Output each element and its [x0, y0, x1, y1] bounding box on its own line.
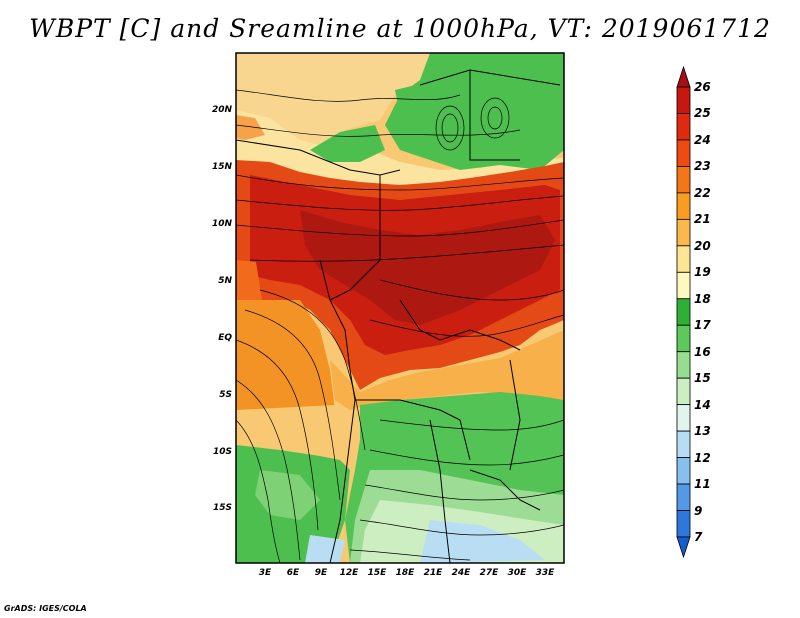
colorbar-tick-label: 25: [694, 106, 711, 121]
lat-label: 20N: [211, 105, 232, 115]
colorbar-tick-label: 13: [694, 424, 711, 439]
colorbar-segment: [676, 192, 691, 220]
lon-label: 3E: [258, 568, 272, 578]
colorbar-tick-label: 12: [694, 450, 711, 465]
colorbar-segment: [676, 377, 691, 406]
lat-label: 5N: [218, 276, 232, 286]
colorbar: [676, 65, 691, 559]
colorbar-segment: [676, 457, 691, 485]
colorbar-segment: [676, 86, 691, 114]
colorbar-tick-label: 20: [694, 238, 711, 253]
lon-label: 18E: [395, 568, 415, 578]
colorbar-segment: [676, 351, 691, 379]
colorbar-segment: [676, 218, 691, 247]
colorbar-segment: [676, 245, 691, 273]
colorbar-segment: [676, 430, 691, 458]
lon-label: 12E: [339, 568, 359, 578]
lat-label: 15N: [211, 162, 232, 172]
lon-label: 24E: [451, 568, 471, 578]
colorbar-tick-label: 26: [694, 80, 711, 94]
colorbar-tick-label: 21: [694, 212, 711, 227]
colorbar-segment: [676, 271, 691, 300]
colorbar-tick-label: 15: [694, 371, 711, 386]
lat-label: EQ: [218, 333, 232, 343]
lon-label: 27E: [479, 568, 499, 578]
colorbar-tick-label: 18: [694, 291, 711, 306]
colorbar-tick-label: 11: [694, 477, 711, 492]
colorbar-segment: [676, 324, 691, 353]
colorbar-tick-label: 17: [694, 318, 711, 333]
colorbar-tick-label: 7: [694, 530, 703, 544]
colorbar-top-arrow: [676, 65, 691, 88]
colorbar-segment: [676, 404, 691, 432]
colorbar-segment: [676, 166, 691, 194]
lat-label: 15S: [212, 503, 232, 513]
map-title: WBPT [C] and Sreamline at 1000hPa, VT: 2…: [29, 14, 771, 43]
colorbar-segment: [676, 298, 691, 326]
lat-label: 10N: [211, 219, 232, 229]
colorbar-tick-label: 9: [694, 503, 703, 518]
grads-credit: GrADS: IGES/COLA: [4, 604, 87, 613]
lat-label: 5S: [219, 390, 232, 400]
lon-label: 21E: [423, 568, 443, 578]
colorbar-segment: [676, 510, 691, 538]
colorbar-tick-label: 22: [694, 185, 711, 200]
streamlines: [236, 89, 564, 563]
colorbar-tick-label: 23: [694, 159, 711, 174]
colorbar-segment: [676, 483, 691, 511]
lon-label: 9E: [314, 568, 328, 578]
colorbar-segment: [676, 139, 691, 167]
lon-label: 15E: [367, 568, 387, 578]
lon-label: 6E: [286, 568, 300, 578]
country-borders: [236, 69, 561, 563]
wbpt-field: [236, 53, 564, 563]
lat-label: 10S: [212, 447, 232, 457]
colorbar-tick-label: 24: [694, 132, 711, 147]
map-frame: [235, 52, 565, 564]
lon-label: 33E: [535, 568, 555, 578]
colorbar-bottom-arrow: [676, 536, 691, 559]
colorbar-segment: [676, 113, 691, 141]
colorbar-tick-label: 19: [694, 265, 711, 280]
lon-label: 30E: [507, 568, 527, 578]
colorbar-tick-label: 14: [694, 397, 711, 412]
colorbar-tick-label: 16: [694, 344, 711, 359]
